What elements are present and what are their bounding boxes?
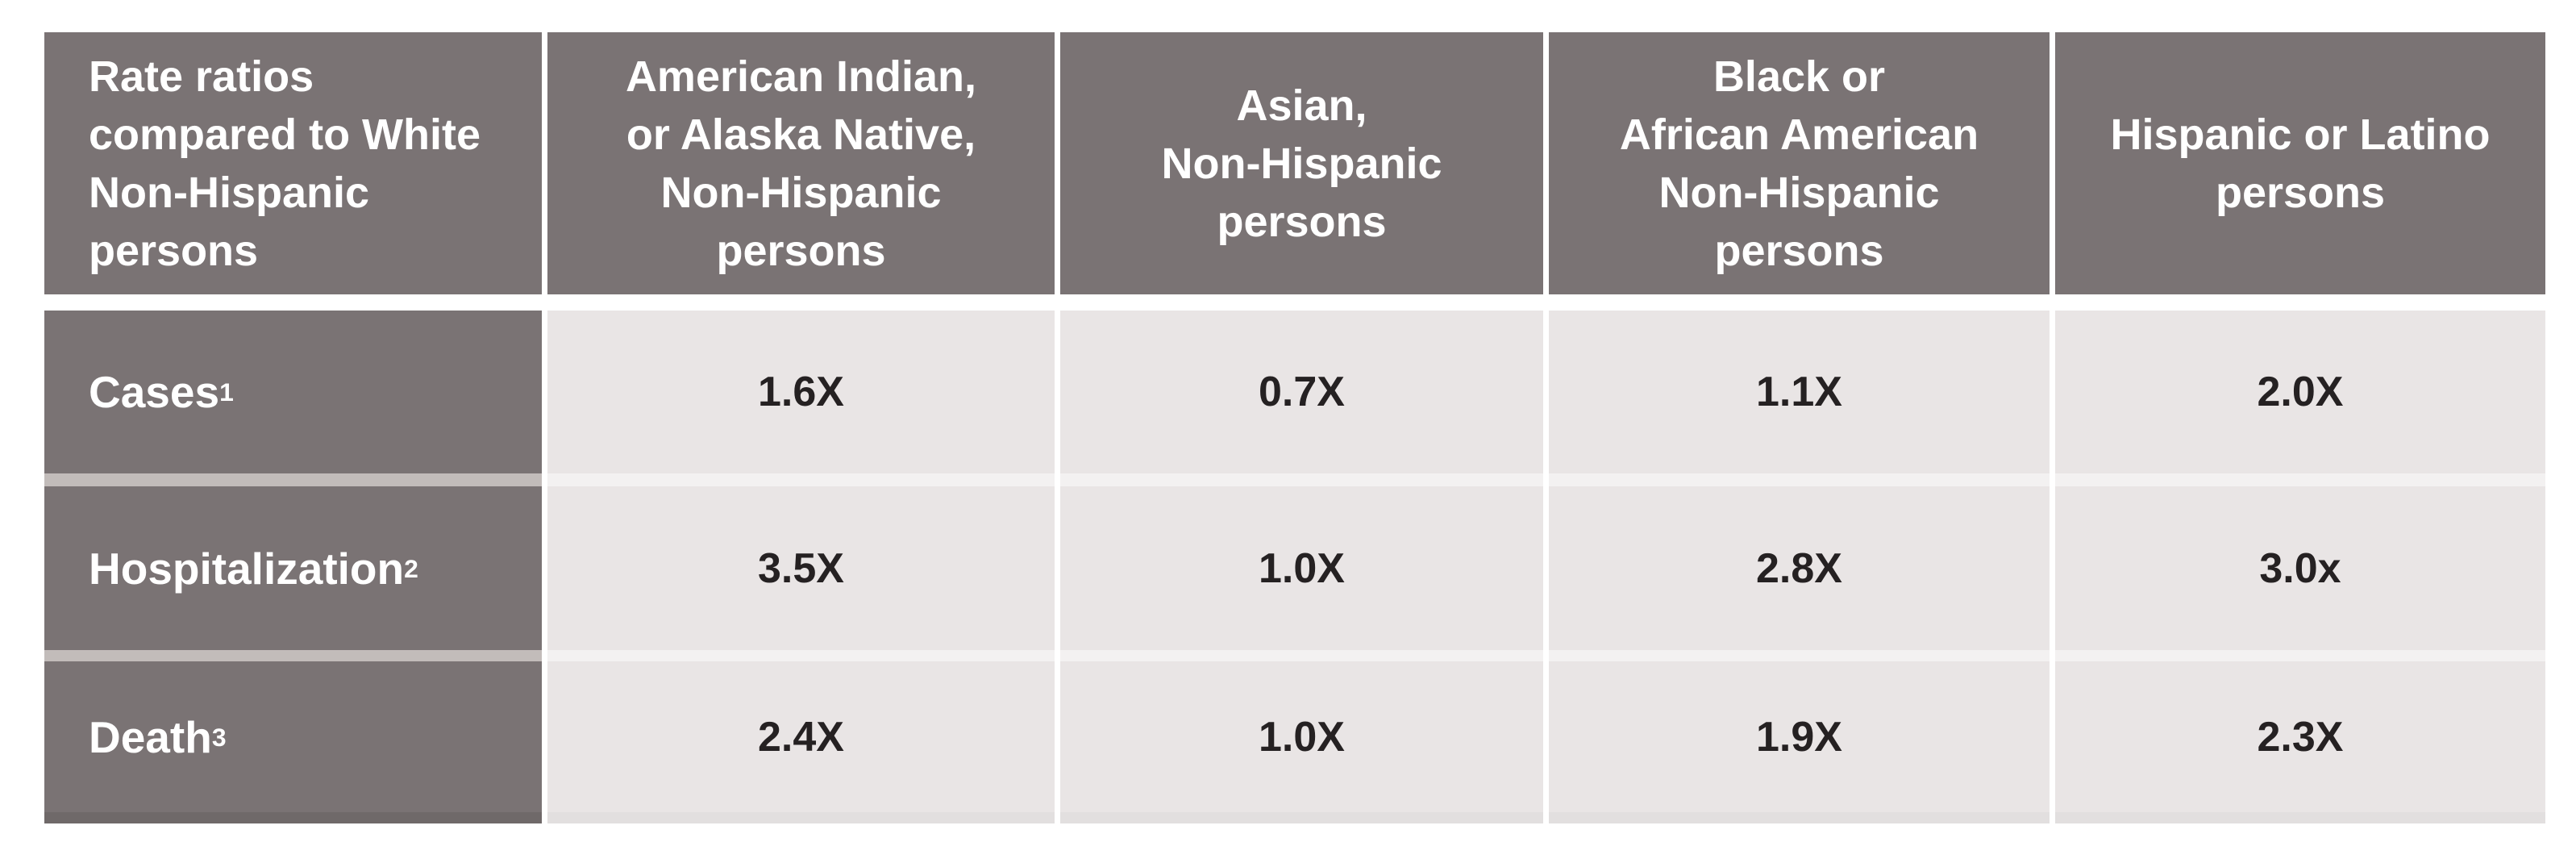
table-bottom-edge	[1060, 812, 1543, 823]
column-header-asian: Asian, Non-Hispanic persons	[1060, 32, 1543, 294]
cell-death-black: 1.9X	[1549, 661, 2050, 812]
row-divider	[44, 650, 542, 661]
corner-header-cell: Rate ratios compared to White Non-Hispan…	[44, 32, 542, 294]
row-divider	[2055, 650, 2545, 661]
rate-ratio-table: Rate ratios compared to White Non-Hispan…	[44, 32, 2545, 823]
table-bottom-edge	[44, 812, 542, 823]
table-bottom-edge	[2055, 812, 2545, 823]
cell-death-american-indian: 2.4X	[547, 661, 1055, 812]
row-divider	[1549, 473, 2050, 486]
cell-death-hispanic: 2.3X	[2055, 661, 2545, 812]
cell-cases-american-indian: 1.6X	[547, 311, 1055, 473]
row-divider	[547, 473, 1055, 486]
cell-hospitalization-hispanic: 3.0x	[2055, 486, 2545, 650]
table-bottom-edge	[547, 812, 1055, 823]
row-header-hospitalization: Hospitalization 2	[44, 486, 542, 650]
header-body-gap	[44, 294, 542, 311]
header-body-gap	[2055, 294, 2545, 311]
row-header-cases-label: Cases	[89, 367, 220, 417]
row-header-death-label: Death	[89, 711, 212, 762]
table-bottom-edge	[1549, 812, 2050, 823]
row-divider	[1060, 473, 1543, 486]
row-divider	[1549, 650, 2050, 661]
header-body-gap	[1060, 294, 1543, 311]
cell-hospitalization-asian: 1.0X	[1060, 486, 1543, 650]
column-header-black-african-american: Black or African American Non-Hispanic p…	[1549, 32, 2050, 294]
column-header-hispanic-latino: Hispanic or Latino persons	[2055, 32, 2545, 294]
row-divider	[547, 650, 1055, 661]
row-header-hospitalization-label: Hospitalization	[89, 543, 405, 594]
row-header-cases: Cases 1	[44, 311, 542, 473]
cell-cases-hispanic: 2.0X	[2055, 311, 2545, 473]
row-header-death: Death 3	[44, 661, 542, 812]
header-body-gap	[1549, 294, 2050, 311]
row-divider	[2055, 473, 2545, 486]
cell-hospitalization-black: 2.8X	[1549, 486, 2050, 650]
row-divider	[1060, 650, 1543, 661]
column-header-american-indian-alaska-native: American Indian, or Alaska Native, Non-H…	[547, 32, 1055, 294]
cell-death-asian: 1.0X	[1060, 661, 1543, 812]
cell-cases-black: 1.1X	[1549, 311, 2050, 473]
header-body-gap	[547, 294, 1055, 311]
cell-hospitalization-american-indian: 3.5X	[547, 486, 1055, 650]
cell-cases-asian: 0.7X	[1060, 311, 1543, 473]
row-divider	[44, 473, 542, 486]
